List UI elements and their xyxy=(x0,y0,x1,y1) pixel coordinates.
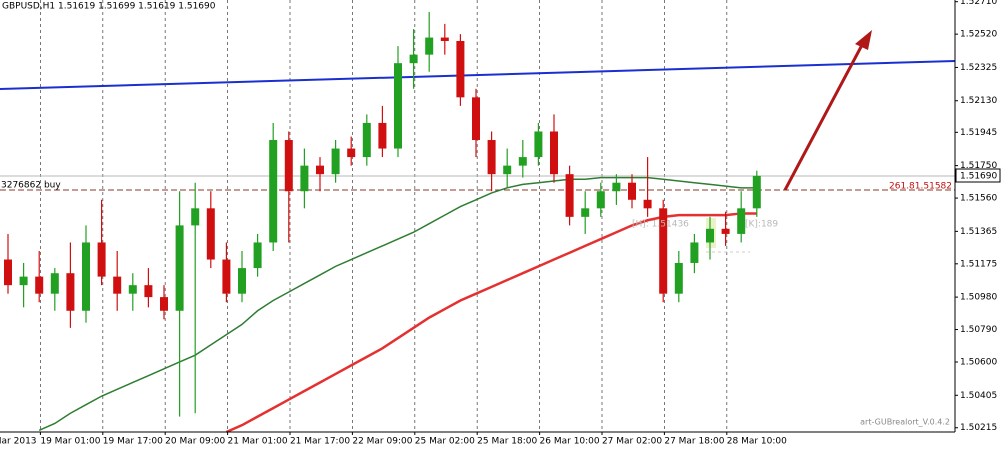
harmonic-h: [H]: 1.51436 xyxy=(632,220,689,230)
x-tick-label: 21 Mar 17:00 xyxy=(290,437,350,447)
candle-body xyxy=(737,208,746,234)
candle-body xyxy=(206,208,215,260)
x-tick-label: 19 Mar 17:00 xyxy=(103,437,163,447)
x-tick-label: 27 Mar 02:00 xyxy=(602,437,662,447)
candle-body xyxy=(394,63,402,149)
candle-body xyxy=(456,40,465,98)
price-box xyxy=(955,168,1001,183)
candle-body xyxy=(565,174,574,217)
candle-body xyxy=(128,285,137,294)
y-tick-label: 1.52710 xyxy=(960,0,997,7)
candle-body xyxy=(378,122,387,149)
y-tick-label: 1.50790 xyxy=(960,325,997,335)
candle-body xyxy=(487,140,496,175)
candle-body xyxy=(35,276,44,294)
moving-average xyxy=(225,212,757,434)
candle-body xyxy=(160,297,168,311)
chart-title: GBPUSD,H1 1.51619 1.51699 1.51619 1.5169… xyxy=(2,2,216,12)
x-tick-label: 19 Mar 01:00 xyxy=(40,437,100,447)
trend-line xyxy=(0,60,956,90)
candle-body xyxy=(191,208,200,226)
axes: 1.52710 1.52520 1.52325 1.52130 1.51945 1.517… xyxy=(0,0,997,447)
candle-body xyxy=(518,157,527,166)
candle-body xyxy=(19,276,28,286)
candle-body xyxy=(175,225,184,311)
candle-body xyxy=(316,165,324,175)
candle-body xyxy=(222,259,231,294)
moving-average xyxy=(38,176,757,431)
candle-body xyxy=(503,165,512,175)
x-tick-label: 20 Mar 09:00 xyxy=(165,437,225,447)
candle-body xyxy=(238,268,246,294)
candle-body xyxy=(409,54,418,64)
y-tick-label: 1.50215 xyxy=(960,423,997,433)
x-tick-label: 26 Mar 10:00 xyxy=(540,437,600,447)
candle-body xyxy=(690,242,699,263)
price-label: 1.51690 xyxy=(960,172,997,182)
y-tick-label: 1.51560 xyxy=(960,194,997,204)
candle-body xyxy=(612,182,621,192)
y-tick-label: 1.51750 xyxy=(960,161,997,171)
candle-body xyxy=(144,285,153,298)
candle-body xyxy=(706,228,714,243)
y-tick-label: 1.52325 xyxy=(960,63,997,73)
y-tick-label: 1.52520 xyxy=(960,30,997,40)
candle-body xyxy=(752,175,761,209)
x-tick-label: 28 Mar 10:00 xyxy=(727,437,787,447)
candle-body xyxy=(472,97,480,141)
y-tick-label: 1.51175 xyxy=(960,259,997,269)
x-tick-label: 21 Mar 01:00 xyxy=(228,437,288,447)
candle-body xyxy=(253,242,262,269)
candle-body xyxy=(534,131,543,158)
candle-body xyxy=(440,37,449,41)
watermark: art-GUBrealort_V.0.4.2 xyxy=(860,418,950,427)
candle-body xyxy=(50,273,59,294)
candle-body xyxy=(66,273,75,311)
candle-body xyxy=(300,165,309,192)
candle-body xyxy=(596,191,605,209)
arrow-head xyxy=(855,30,872,50)
candle-body xyxy=(425,37,434,55)
arrow xyxy=(783,44,864,191)
grid xyxy=(40,0,728,432)
y-tick-label: 1.51945 xyxy=(960,128,997,138)
harmonic-k: [K]:189 xyxy=(745,220,778,230)
candle-body xyxy=(113,276,122,294)
y-tick-label: 1.50600 xyxy=(960,357,997,367)
candle-body xyxy=(82,242,90,311)
plot xyxy=(4,11,761,434)
candle-body xyxy=(347,148,356,158)
y-tick-label: 1.50980 xyxy=(960,293,997,303)
candle-body xyxy=(628,182,636,200)
candle-body xyxy=(331,148,340,175)
x-tick-label: 25 Mar 02:00 xyxy=(415,437,475,447)
candle-body xyxy=(721,228,730,234)
candle-body xyxy=(643,199,652,209)
y-tick-label: 1.51365 xyxy=(960,227,997,237)
candle-body xyxy=(659,208,668,294)
candle-body xyxy=(4,259,12,286)
x-tick-label: 22 Mar 09:00 xyxy=(352,437,412,447)
y-tick-label: 1.52130 xyxy=(960,96,997,106)
candle-body xyxy=(362,122,371,158)
level-label: 261.81.51582 xyxy=(889,182,952,192)
candle-body xyxy=(269,140,278,243)
candle-body xyxy=(550,131,558,175)
candle-body xyxy=(284,140,293,192)
candle-body xyxy=(581,208,590,217)
order-label: 3276862 buy xyxy=(1,181,61,191)
x-tick-label: 18 Mar 2013 xyxy=(0,437,37,447)
x-tick-label: 25 Mar 18:00 xyxy=(477,437,537,447)
candle-body xyxy=(674,262,683,294)
candle-body xyxy=(97,242,106,277)
x-tick-label: 27 Mar 18:00 xyxy=(664,437,724,447)
y-tick-label: 1.50405 xyxy=(960,391,997,401)
